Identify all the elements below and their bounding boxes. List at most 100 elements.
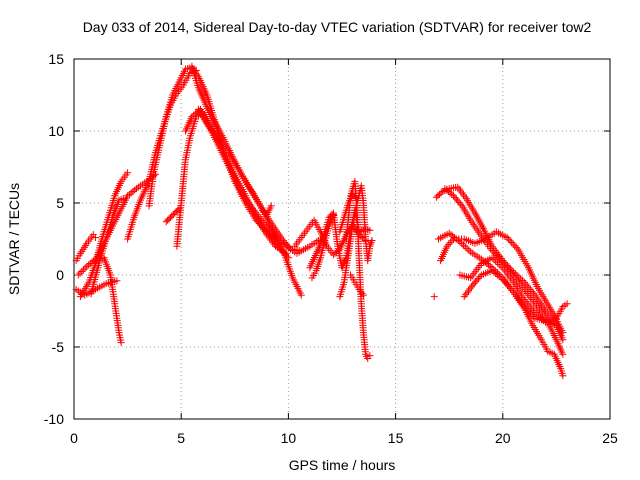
data-point-t15 [366, 226, 374, 234]
data-point-t24 [449, 232, 457, 240]
data-point-t24 [445, 229, 453, 237]
data-point-t27 [493, 271, 501, 279]
data-point-t22 [436, 190, 444, 198]
data-point-t26 [523, 299, 531, 307]
data-point-t27 [526, 309, 534, 317]
data-point-t05 [129, 187, 137, 195]
data-point-t13 [165, 215, 173, 223]
data-point-t25 [505, 235, 513, 243]
data-point-t25 [503, 234, 511, 242]
data-point-t23 [452, 195, 460, 203]
data-point-t27 [522, 304, 530, 312]
x-tick-label: 10 [281, 430, 297, 446]
data-point-t06 [81, 264, 89, 272]
data-point-t13 [169, 211, 177, 219]
x-tick-label: 15 [388, 430, 404, 446]
y-tick-label: 15 [48, 51, 64, 67]
data-point-t09 [297, 291, 305, 299]
data-point-t23 [455, 199, 463, 207]
data-point-t11 [190, 111, 198, 119]
data-point-t22 [526, 286, 534, 294]
data-point-t16 [329, 211, 337, 219]
data-point-t26 [497, 262, 505, 270]
data-point-t26 [535, 312, 543, 320]
data-point-t05 [125, 190, 133, 198]
data-point-t12 [278, 235, 286, 243]
data-point-t12 [281, 238, 289, 246]
data-point-t05 [133, 185, 141, 193]
data-point-t13 [174, 206, 182, 214]
data-point-t23 [491, 250, 499, 258]
data-point-t11 [188, 113, 196, 121]
y-tick-label: 0 [56, 267, 64, 283]
data-point-t27 [502, 279, 510, 287]
data-point-t05 [124, 192, 132, 200]
data-point-t22 [432, 193, 440, 201]
data-point-t25 [559, 329, 567, 337]
y-tick-label: 5 [56, 195, 64, 211]
chart-title: Day 033 of 2014, Sidereal Day-to-day VTE… [83, 19, 592, 35]
data-point-t13 [172, 208, 180, 216]
data-point-t27 [525, 308, 533, 316]
data-point-t13 [162, 218, 170, 226]
data-point-t22 [437, 189, 445, 197]
data-point-t23 [451, 193, 459, 201]
data-point-t24 [456, 238, 464, 246]
data-point-t24 [459, 241, 467, 249]
data-point-t06 [74, 271, 82, 279]
data-point-t26 [525, 301, 533, 309]
data-point-t23 [448, 190, 456, 198]
data-point-t27 [492, 270, 500, 278]
data-point-t13 [168, 212, 176, 220]
data-point-t21 [260, 208, 268, 216]
plot-frame [73, 58, 611, 420]
data-point-t13 [164, 216, 172, 224]
data-point-t29 [563, 300, 571, 308]
data-point-t23 [444, 187, 452, 195]
data-point-t06 [78, 268, 86, 276]
data-point-t12 [295, 247, 303, 255]
data-point-t06 [76, 269, 84, 277]
data-point-t01 [113, 277, 121, 285]
data-point-t24 [461, 243, 469, 251]
data-point-t06 [86, 259, 94, 267]
x-axis-label: GPS time / hours [289, 457, 396, 473]
data-point-t12 [285, 243, 293, 251]
data-point-t22 [559, 336, 567, 344]
data-point-t05 [127, 189, 135, 197]
data-point-t27 [520, 303, 528, 311]
data-point-t23 [454, 197, 462, 205]
x-tick-label: 25 [602, 430, 618, 446]
data-point-t10 [282, 249, 290, 257]
data-point-t27 [470, 279, 478, 287]
data-point-t13 [166, 213, 174, 221]
y-tick-label: -10 [44, 411, 64, 427]
data-point-t25 [448, 237, 456, 245]
x-tick-labels: 0 5 10 15 20 25 [70, 430, 618, 446]
data-point-t24 [485, 261, 493, 269]
data-point-t14 [329, 251, 337, 259]
data-point-t14 [358, 234, 366, 242]
data-point-t24 [447, 231, 455, 239]
data-point-t06 [79, 266, 87, 274]
data-point-t27 [475, 274, 483, 282]
data-point-t12 [284, 242, 292, 250]
y-tick-label: 10 [48, 123, 64, 139]
data-point-t23 [457, 200, 465, 208]
data-point-t19 [349, 190, 357, 198]
data-point-t22 [522, 280, 530, 288]
data-point-t06 [117, 339, 125, 347]
data-point-t23 [493, 251, 501, 259]
data-point-t21 [259, 206, 267, 214]
y-tick-labels: -10 -5 0 5 10 15 [44, 51, 64, 427]
data-point-t19 [350, 192, 358, 200]
data-point-t19 [352, 193, 360, 201]
data-point-t06 [90, 257, 98, 265]
data-point-t23 [496, 255, 504, 263]
data-point-t26 [490, 255, 498, 263]
data-point-t05 [131, 186, 139, 194]
data-point-t25 [506, 237, 514, 245]
data-point-t27 [473, 276, 481, 284]
data-point-t27 [529, 313, 537, 321]
